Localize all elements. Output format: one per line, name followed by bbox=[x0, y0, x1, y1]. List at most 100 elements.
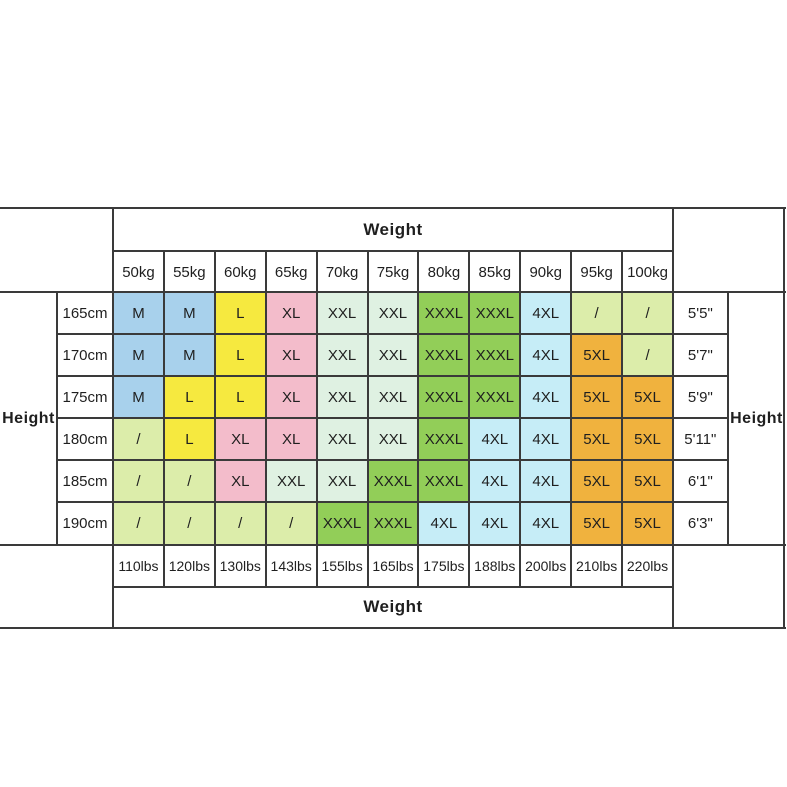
weight-kg-label: 75kg bbox=[376, 263, 410, 281]
grid-line bbox=[56, 459, 729, 461]
grid-line bbox=[162, 250, 165, 588]
size-cell: L bbox=[163, 418, 215, 460]
weight-kg-label: 85kg bbox=[478, 263, 512, 281]
size-cell: / bbox=[622, 334, 673, 376]
size-cell: 4XL bbox=[469, 460, 521, 502]
grid-line bbox=[112, 207, 114, 628]
grid-line bbox=[366, 250, 369, 588]
size-cell: XXXL bbox=[418, 292, 470, 334]
size-cell: / bbox=[163, 502, 215, 544]
height-ft-label: 6'3" bbox=[687, 514, 713, 532]
grid-line bbox=[0, 627, 786, 629]
height-cm-label: 165cm bbox=[62, 304, 108, 322]
grid-line bbox=[56, 417, 729, 419]
size-cell: XXL bbox=[316, 376, 368, 418]
size-cell: M bbox=[163, 334, 215, 376]
size-cell: 5XL bbox=[571, 418, 623, 460]
weight-lbs-label: 165lbs bbox=[372, 558, 414, 574]
weight-lbs-label: 110lbs bbox=[118, 558, 159, 574]
size-cell: XL bbox=[214, 418, 266, 460]
size-cell: / bbox=[163, 460, 215, 502]
size-cell: 4XL bbox=[469, 418, 521, 460]
size-cell: XXL bbox=[367, 418, 419, 460]
size-cell: XXXL bbox=[469, 292, 521, 334]
height-right-header: Height bbox=[730, 410, 783, 427]
size-cell: 4XL bbox=[520, 460, 572, 502]
grid-line bbox=[671, 207, 674, 628]
weight-lbs-label: 143lbs bbox=[270, 558, 312, 574]
weight-lbs-label: 130lbs bbox=[219, 558, 261, 574]
size-cell: XXXL bbox=[469, 334, 521, 376]
size-cell: XXXL bbox=[418, 460, 470, 502]
weight-kg-label: 65kg bbox=[274, 263, 308, 281]
weight-kg-label: 55kg bbox=[173, 263, 206, 281]
grid-line bbox=[0, 544, 786, 546]
size-cell: 5XL bbox=[571, 334, 623, 376]
size-cell: XL bbox=[265, 292, 317, 334]
weight-lbs-label: 175lbs bbox=[423, 558, 465, 574]
grid-line bbox=[112, 586, 674, 588]
size-cell: 4XL bbox=[520, 502, 572, 544]
size-cell: 4XL bbox=[469, 502, 521, 544]
size-cell: / bbox=[113, 460, 164, 502]
size-cell: XXXL bbox=[367, 460, 419, 502]
weight-lbs-label: 155lbs bbox=[321, 558, 363, 574]
grid-line bbox=[519, 250, 522, 588]
size-cell: XXL bbox=[316, 292, 368, 334]
size-cell: XXXL bbox=[316, 502, 368, 544]
grid-line bbox=[727, 291, 729, 546]
grid-line bbox=[417, 250, 420, 588]
size-cell: / bbox=[571, 292, 623, 334]
weight-kg-label: 60kg bbox=[224, 263, 257, 281]
grid-line bbox=[0, 291, 786, 293]
size-cell: L bbox=[214, 376, 266, 418]
height-ft-label: 5'5" bbox=[687, 304, 713, 322]
size-cell: 4XL bbox=[520, 418, 572, 460]
size-cell: XL bbox=[265, 376, 317, 418]
size-cell: / bbox=[265, 502, 317, 544]
weight-kg-label: 80kg bbox=[427, 263, 461, 281]
size-cell: 4XL bbox=[418, 502, 470, 544]
size-cell: XXXL bbox=[418, 418, 470, 460]
weight-kg-label: 95kg bbox=[580, 263, 613, 281]
weight-kg-label: 50kg bbox=[122, 263, 155, 281]
size-cell: 5XL bbox=[622, 460, 673, 502]
size-cell: 5XL bbox=[571, 502, 623, 544]
size-cell: XXL bbox=[265, 460, 317, 502]
size-cell: 5XL bbox=[622, 376, 673, 418]
size-cell: L bbox=[214, 334, 266, 376]
weight-lbs-label: 220lbs bbox=[626, 558, 669, 574]
size-cell: M bbox=[113, 334, 164, 376]
weight-lbs-label: 210lbs bbox=[575, 558, 618, 574]
height-ft-label: 5'11" bbox=[684, 430, 717, 448]
size-cell: L bbox=[214, 292, 266, 334]
weight-top-header: Weight bbox=[363, 219, 423, 239]
grid-line bbox=[570, 250, 573, 588]
height-ft-label: 5'9" bbox=[687, 388, 713, 406]
size-cell: / bbox=[113, 418, 164, 460]
size-cell: XXL bbox=[367, 376, 419, 418]
size-cell: M bbox=[113, 376, 164, 418]
height-ft-label: 5'7" bbox=[687, 346, 713, 364]
grid-line bbox=[112, 250, 674, 252]
size-cell: XXXL bbox=[469, 376, 521, 418]
weight-kg-label: 90kg bbox=[529, 263, 562, 281]
weight-kg-label: 70kg bbox=[325, 263, 359, 281]
height-ft-label: 6'1" bbox=[687, 472, 713, 490]
size-cell: XXL bbox=[316, 418, 368, 460]
size-cell: XL bbox=[265, 334, 317, 376]
size-cell: XXXL bbox=[367, 502, 419, 544]
grid-line bbox=[56, 333, 729, 335]
size-cell: 4XL bbox=[520, 376, 572, 418]
size-cell: XXXL bbox=[418, 334, 470, 376]
grid-line bbox=[264, 250, 267, 588]
grid-line bbox=[315, 250, 318, 588]
size-cell: XXL bbox=[367, 292, 419, 334]
size-cell: 4XL bbox=[520, 334, 572, 376]
size-cell: M bbox=[113, 292, 164, 334]
size-cell: / bbox=[214, 502, 266, 544]
height-cm-label: 175cm bbox=[62, 388, 108, 406]
grid-line bbox=[213, 250, 216, 588]
grid-line bbox=[468, 250, 471, 588]
